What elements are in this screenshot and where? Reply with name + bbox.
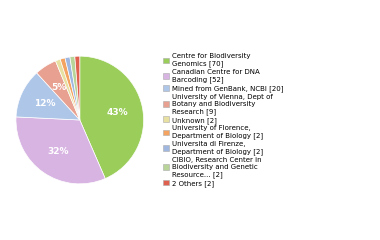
Text: 43%: 43% <box>106 108 128 117</box>
Wedge shape <box>70 56 80 120</box>
Wedge shape <box>16 117 105 184</box>
Text: 12%: 12% <box>34 99 56 108</box>
Wedge shape <box>75 56 80 120</box>
Wedge shape <box>80 56 144 179</box>
Wedge shape <box>65 57 80 120</box>
Legend: Centre for Biodiversity
Genomics [70], Canadian Centre for DNA
Barcoding [52], M: Centre for Biodiversity Genomics [70], C… <box>163 54 283 186</box>
Wedge shape <box>60 58 80 120</box>
Text: 5%: 5% <box>52 83 67 92</box>
Wedge shape <box>16 73 80 120</box>
Text: 32%: 32% <box>47 147 69 156</box>
Wedge shape <box>37 61 80 120</box>
Wedge shape <box>55 59 80 120</box>
